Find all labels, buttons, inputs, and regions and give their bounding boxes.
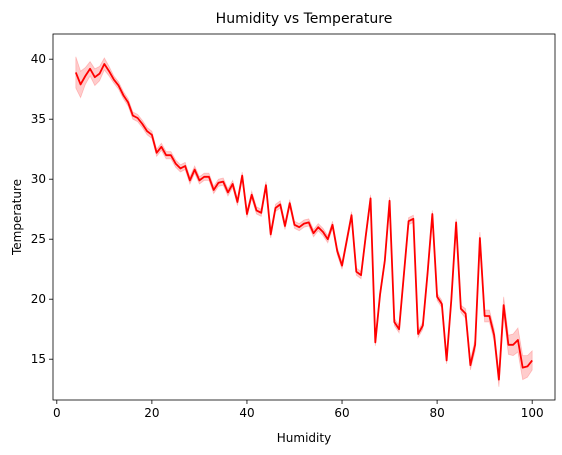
series-line-0 bbox=[74, 63, 533, 381]
x-tick-label: 80 bbox=[429, 406, 444, 420]
y-axis: 15 20 25 30 35 40 bbox=[31, 52, 53, 366]
x-axis: 0 20 40 60 80 100 bbox=[53, 400, 544, 420]
x-tick-label: 20 bbox=[144, 406, 159, 420]
x-tick-label: 100 bbox=[521, 406, 544, 420]
x-tick-label: 40 bbox=[239, 406, 254, 420]
axes-frame bbox=[52, 33, 556, 401]
y-tick-label: 15 bbox=[31, 352, 46, 366]
chart-title: Humidity vs Temperature bbox=[216, 11, 393, 27]
y-tick-label: 20 bbox=[31, 292, 46, 306]
y-axis-label: Temperature bbox=[10, 179, 24, 256]
x-tick-label: 0 bbox=[53, 406, 61, 420]
x-axis-label: Humidity bbox=[277, 431, 331, 445]
x-tick-label: 60 bbox=[334, 406, 349, 420]
y-tick-label: 30 bbox=[31, 172, 46, 186]
confidence-band-0 bbox=[75, 56, 533, 387]
plot-area bbox=[74, 56, 533, 387]
y-tick-label: 35 bbox=[31, 112, 46, 126]
y-tick-label: 40 bbox=[31, 52, 46, 66]
y-tick-label: 25 bbox=[31, 232, 46, 246]
